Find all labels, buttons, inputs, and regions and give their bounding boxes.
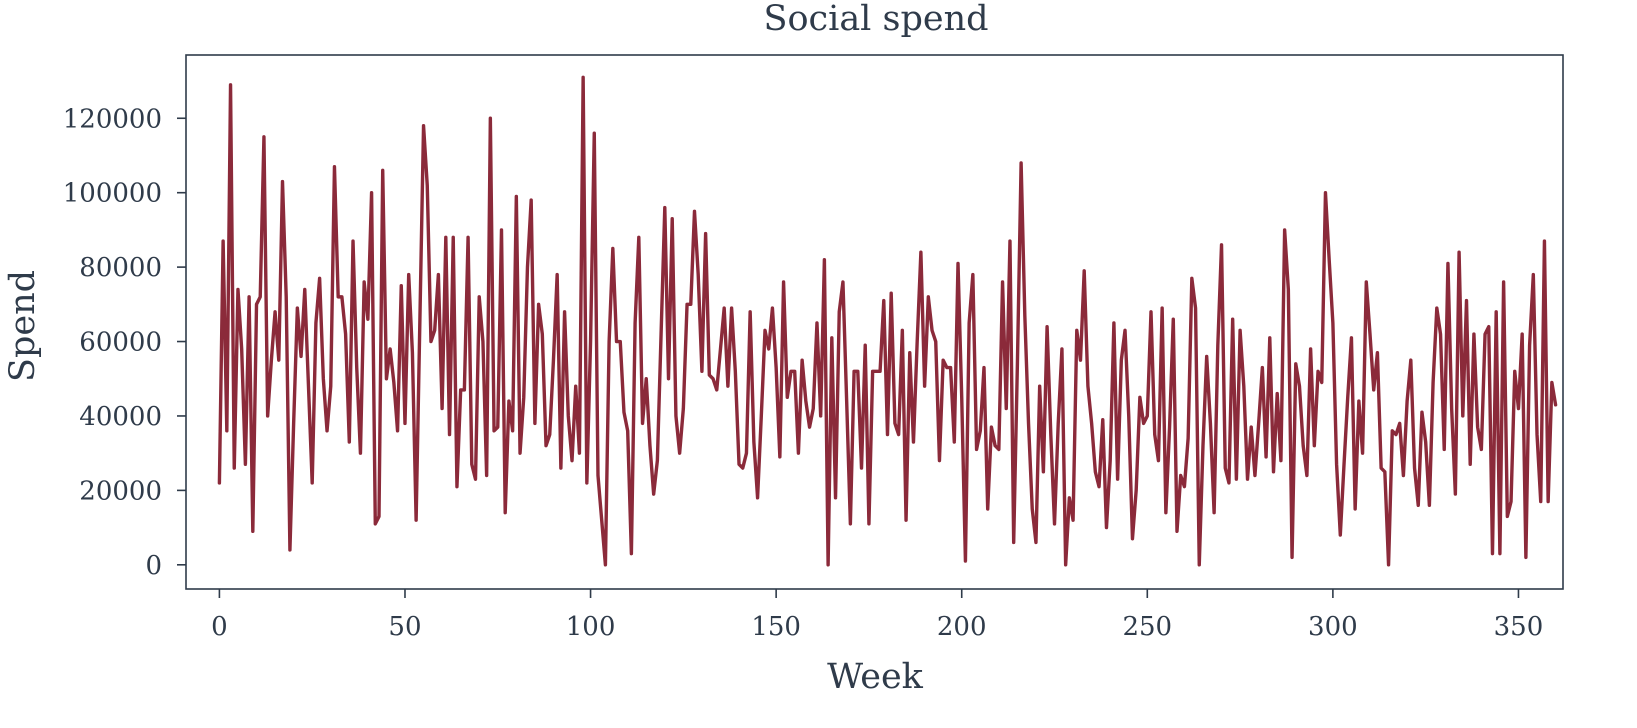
y-tick-label: 40000 (79, 402, 162, 432)
x-tick-label: 0 (211, 612, 228, 642)
x-tick-label: 300 (1308, 612, 1358, 642)
x-tick-label: 50 (388, 612, 421, 642)
y-tick-label: 20000 (79, 476, 162, 506)
x-axis-label: Week (827, 657, 924, 697)
x-tick-label: 100 (566, 612, 616, 642)
x-tick-label: 350 (1494, 612, 1544, 642)
y-tick-label: 0 (145, 551, 162, 581)
series-line (217, 75, 1558, 567)
plot-frame (185, 54, 1564, 590)
y-axis-ticks: 0 20000 40000 60000 80000 100000 120000 (63, 104, 186, 581)
x-tick-label: 250 (1122, 612, 1172, 642)
y-tick-label: 60000 (79, 328, 162, 358)
x-tick-label: 150 (751, 612, 801, 642)
x-tick-label: 200 (937, 612, 987, 642)
y-tick-label: 100000 (63, 179, 162, 209)
chart-title: Social spend (763, 0, 988, 39)
y-tick-label: 80000 (79, 253, 162, 283)
y-axis-label: Spend (3, 270, 43, 382)
y-tick-label: 120000 (63, 104, 162, 134)
x-axis-ticks: 0 50 100 150 200 250 300 350 (211, 589, 1543, 642)
